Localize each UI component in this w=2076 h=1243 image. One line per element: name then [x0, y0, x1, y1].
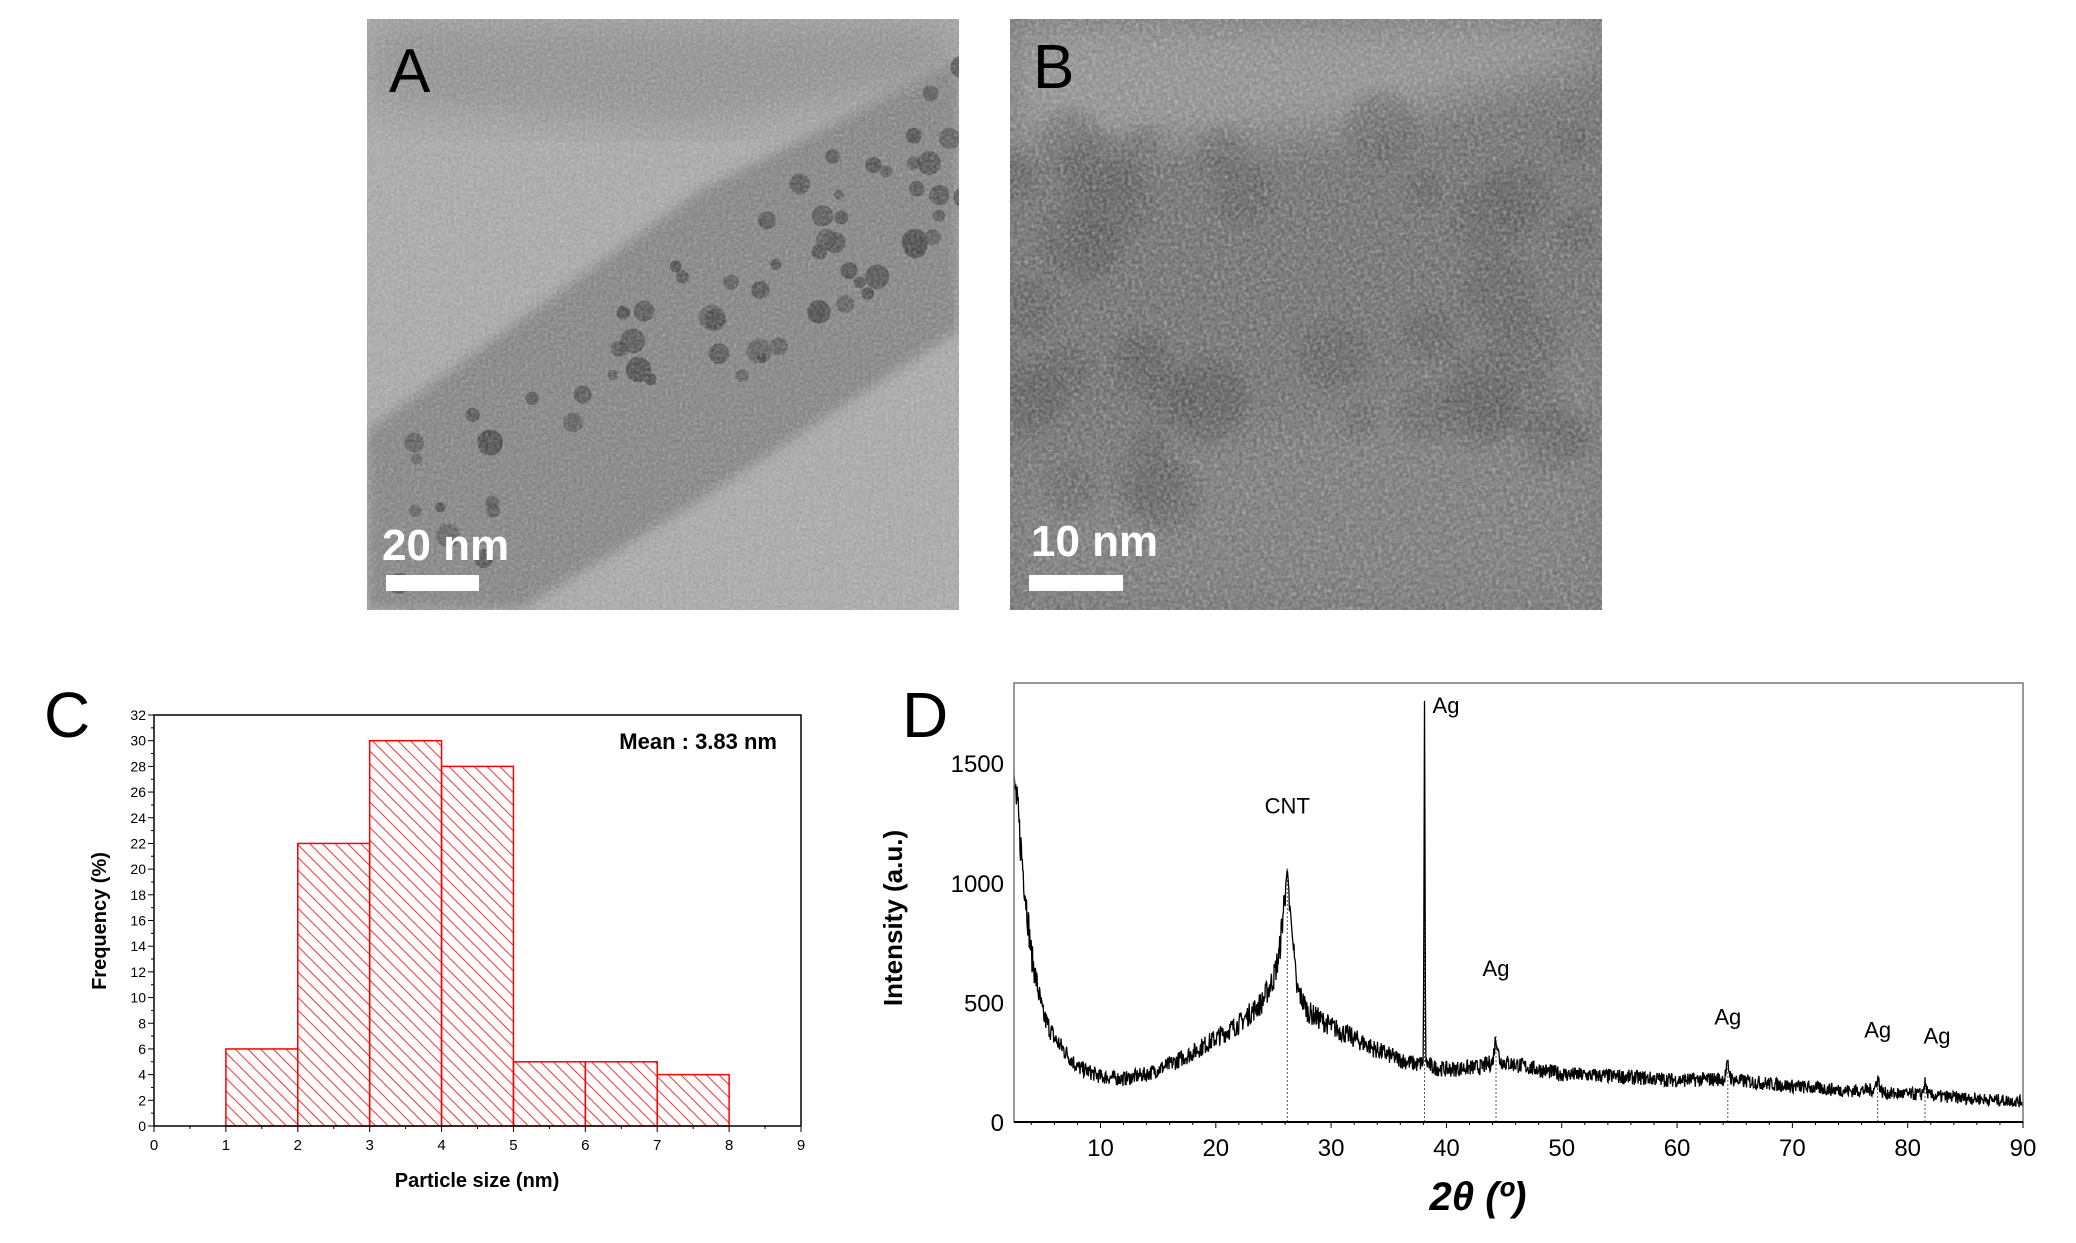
- histogram-bar: [656, 1073, 730, 1127]
- nanoparticle: [973, 109, 994, 130]
- x-tick-label: 3: [365, 1137, 373, 1154]
- x-tick-label: 90: [2010, 1135, 2037, 1162]
- tem-image-a: [360, 19, 995, 639]
- c-x-axis-title: Particle size (nm): [395, 1170, 560, 1192]
- histogram-bar: [225, 1048, 299, 1127]
- scale-bar-a: [386, 575, 479, 591]
- histogram-bar: [440, 765, 515, 1127]
- y-tick-label: 10: [130, 990, 146, 1006]
- nanoparticle: [360, 624, 375, 639]
- y-tick-label: 28: [130, 758, 146, 774]
- y-tick-label: 18: [130, 887, 146, 903]
- plot-frame: [1013, 682, 2024, 1123]
- scale-bar-b: [1029, 575, 1123, 591]
- x-tick-label: 10: [1087, 1135, 1114, 1162]
- x-tick-label: 2: [294, 1137, 302, 1154]
- x-tick-label: 80: [1894, 1135, 1921, 1162]
- x-tick-label: 4: [437, 1137, 445, 1154]
- x-tick-label: 9: [797, 1137, 805, 1154]
- panel-label-d: D: [902, 679, 948, 751]
- y-tick-label: 16: [130, 913, 146, 929]
- y-tick-label: 0: [991, 1110, 1004, 1137]
- x-tick-label: 7: [653, 1137, 661, 1154]
- c-y-axis-title: Frequency (%): [89, 852, 111, 990]
- panel-label-c: C: [44, 679, 90, 751]
- d-x-axis-title: 2θ (º): [1429, 1175, 1527, 1219]
- y-tick-label: 8: [138, 1015, 146, 1031]
- peak-label: Ag: [1864, 1018, 1891, 1043]
- y-tick-label: 32: [130, 707, 146, 723]
- y-tick-label: 4: [138, 1067, 146, 1083]
- histogram-bar: [584, 1061, 658, 1127]
- y-tick-label: 2: [138, 1092, 146, 1108]
- x-tick-label: 0: [150, 1137, 158, 1154]
- x-tick-label: 70: [1779, 1135, 1806, 1162]
- peak-label: Ag: [1714, 1005, 1741, 1030]
- xrd-series-line: [1014, 700, 2023, 1108]
- xrd-chart: 10 20 30 40 50 60 70 80 90 0 500 1000 1500 CNT Ag Ag Ag A…: [951, 682, 2037, 1162]
- y-tick-label: 12: [130, 964, 146, 980]
- x-tick-label: 20: [1202, 1135, 1229, 1162]
- x-tick-label: 40: [1433, 1135, 1460, 1162]
- x-tick-label: 60: [1664, 1135, 1691, 1162]
- x-tick-label: 6: [581, 1137, 589, 1154]
- histogram-bar: [297, 842, 371, 1127]
- scale-bar-label-b: 10 nm: [1031, 517, 1158, 566]
- histogram-bar: [368, 739, 443, 1127]
- y-tick-label: 1500: [951, 751, 1004, 778]
- y-tick-label: 6: [138, 1041, 146, 1057]
- peak-label: Ag: [1924, 1024, 1951, 1049]
- x-tick-label: 1: [222, 1137, 230, 1154]
- d-y-axis-title: Intensity (a.u.): [878, 830, 908, 1006]
- y-tick-label: 30: [130, 733, 146, 749]
- y-tick-label: 0: [138, 1118, 146, 1134]
- y-tick-label: 14: [130, 938, 146, 954]
- y-tick-label: 20: [130, 861, 146, 877]
- peak-label: CNT: [1265, 793, 1310, 818]
- y-tick-label: 22: [130, 835, 146, 851]
- mean-annotation: Mean : 3.83 nm: [619, 729, 777, 754]
- x-tick-label: 30: [1318, 1135, 1345, 1162]
- y-tick-label: 24: [130, 810, 146, 826]
- nanoparticle: [975, 74, 995, 94]
- tem-image-b: [1010, 19, 1602, 610]
- plot-area: [1014, 700, 2023, 1122]
- panel-label-b: B: [1033, 33, 1074, 102]
- peak-label: Ag: [1433, 693, 1460, 718]
- x-tick-label: 8: [725, 1137, 733, 1154]
- y-tick-label: 1000: [951, 871, 1004, 898]
- panel-label-a: A: [389, 37, 431, 106]
- y-tick-label: 500: [964, 990, 1004, 1017]
- x-tick-label: 50: [1548, 1135, 1575, 1162]
- peak-label: Ag: [1483, 956, 1510, 981]
- x-tick-label: 5: [509, 1137, 517, 1154]
- histogram-bar: [512, 1061, 587, 1127]
- scale-bar-label-a: 20 nm: [382, 521, 509, 570]
- y-tick-label: 26: [130, 784, 146, 800]
